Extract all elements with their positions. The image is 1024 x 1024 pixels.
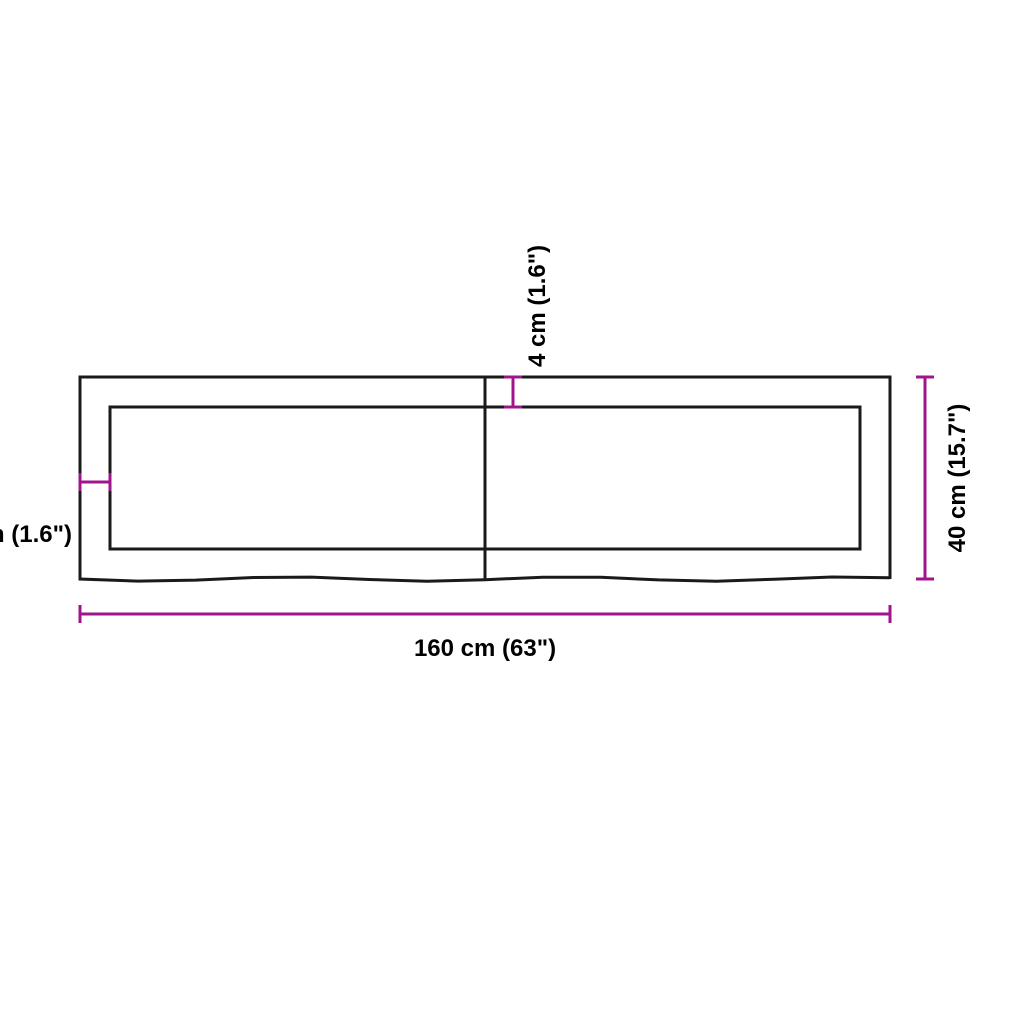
- dim-width-label: 160 cm (63"): [414, 635, 556, 662]
- dim-height-label: 40 cm (15.7"): [944, 404, 971, 553]
- dim-wall-center-label: 4 cm (1.6"): [524, 245, 551, 367]
- dim-wall-left-label: 4 cm (1.6"): [0, 521, 72, 548]
